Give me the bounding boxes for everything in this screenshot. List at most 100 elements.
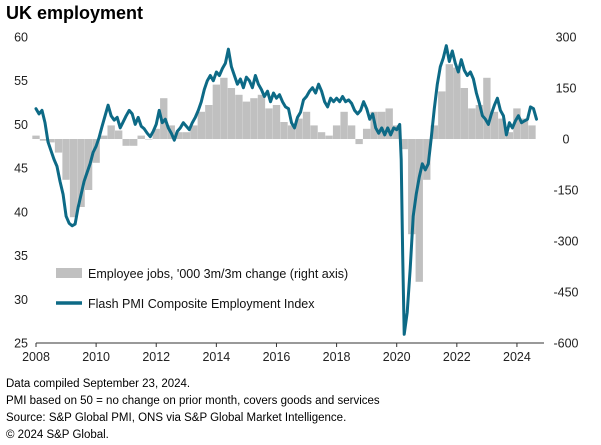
bar [250, 98, 258, 139]
bar [340, 111, 348, 139]
bar [152, 128, 160, 139]
bar [190, 125, 198, 139]
bar [332, 125, 341, 139]
pmi-line [34, 44, 538, 336]
legend-swatch-bars [56, 268, 82, 278]
left-tick-label: 40 [14, 205, 28, 219]
x-tick-label: 2010 [82, 350, 110, 364]
right-tick-label: -600 [553, 337, 578, 351]
bar [182, 132, 190, 139]
bar [212, 84, 221, 139]
bar [197, 111, 206, 139]
x-tick-label: 2016 [263, 350, 291, 364]
right-tick-label: 150 [556, 82, 577, 96]
bar [130, 139, 138, 146]
line-series [34, 44, 538, 336]
left-tick-label: 35 [14, 249, 28, 263]
bar [39, 139, 48, 141]
bar [415, 139, 423, 282]
right-tick-label: -150 [553, 184, 578, 198]
legend: Employee jobs, '000 3m/3m change (right … [56, 267, 348, 311]
bar [393, 125, 401, 139]
bar [445, 64, 453, 139]
bar [272, 105, 281, 139]
chart-title: UK employment [6, 3, 144, 23]
bar [438, 91, 446, 139]
bar [468, 108, 476, 139]
left-tick-label: 25 [14, 337, 28, 351]
right-tick-label: -450 [553, 286, 578, 300]
bar [175, 132, 183, 139]
bar [347, 125, 356, 139]
bar [265, 108, 273, 139]
bar [107, 125, 115, 139]
right-axis-tick-labels: -600 -450 -300 -150 0 150 300 [553, 31, 578, 351]
right-tick-label: -300 [553, 235, 578, 249]
x-tick-label: 2022 [443, 350, 471, 364]
bar [122, 139, 130, 146]
x-axis-tick-labels: 2008 2010 2012 2014 2016 2018 2020 2022 2024 [22, 343, 531, 364]
bar [362, 128, 371, 139]
left-tick-label: 50 [14, 118, 28, 132]
x-tick-label: 2020 [383, 350, 411, 364]
bar [295, 118, 303, 139]
bar [377, 111, 386, 139]
legend-label-bars: Employee jobs, '000 3m/3m change (right … [88, 267, 348, 281]
left-tick-label: 30 [14, 293, 28, 307]
right-tick-label: 0 [563, 133, 570, 147]
bar [280, 122, 288, 139]
bar [114, 130, 123, 139]
bar [325, 135, 333, 139]
bar [77, 139, 85, 207]
x-tick-label: 2018 [323, 350, 351, 364]
note-date: Data compiled September 23, 2024. [6, 378, 191, 390]
bar [227, 88, 236, 139]
bar [408, 139, 416, 235]
bar [145, 139, 153, 140]
bar [423, 139, 431, 180]
bar [92, 139, 100, 163]
chart-area: 25 30 35 40 45 50 55 60 -600 -450 -300 -150 0 150 300… [14, 31, 578, 365]
bar [242, 101, 251, 139]
x-tick-label: 2008 [22, 350, 50, 364]
legend-label-line: Flash PMI Composite Employment Index [88, 297, 315, 311]
bar [317, 132, 326, 139]
left-tick-label: 45 [14, 162, 28, 176]
bar [520, 118, 529, 139]
bar [475, 105, 484, 139]
bar [62, 139, 70, 180]
x-tick-label: 2014 [202, 350, 230, 364]
bar [483, 77, 491, 139]
bar [287, 125, 296, 139]
note-pmi: PMI based on 50 = no change on prior mon… [6, 395, 380, 407]
bar [54, 139, 63, 153]
bar [453, 67, 461, 139]
bar [310, 125, 318, 139]
bar [302, 111, 311, 139]
note-source: Source: S&P Global PMI, ONS via S&P Glob… [6, 412, 347, 424]
note-copyright: © 2024 S&P Global. [6, 429, 109, 441]
bar [385, 108, 393, 139]
bar [400, 139, 408, 150]
left-tick-label: 60 [14, 31, 28, 45]
x-tick-label: 2012 [142, 350, 170, 364]
x-tick-label: 2024 [503, 350, 531, 364]
bar-series [32, 64, 536, 282]
bar [205, 105, 213, 139]
bar [513, 108, 521, 139]
bar [505, 132, 514, 139]
bar [257, 94, 266, 139]
bar [99, 135, 108, 139]
right-tick-label: 300 [556, 31, 577, 45]
bar [490, 111, 499, 139]
footnotes: Data compiled September 23, 2024. PMI ba… [6, 376, 380, 444]
bar [69, 139, 78, 218]
bar [220, 77, 228, 139]
bar [498, 118, 506, 139]
bar [47, 139, 55, 143]
bar [137, 135, 145, 139]
bar [235, 94, 243, 139]
bar [460, 88, 469, 139]
bar [32, 135, 40, 139]
bar [430, 125, 438, 139]
